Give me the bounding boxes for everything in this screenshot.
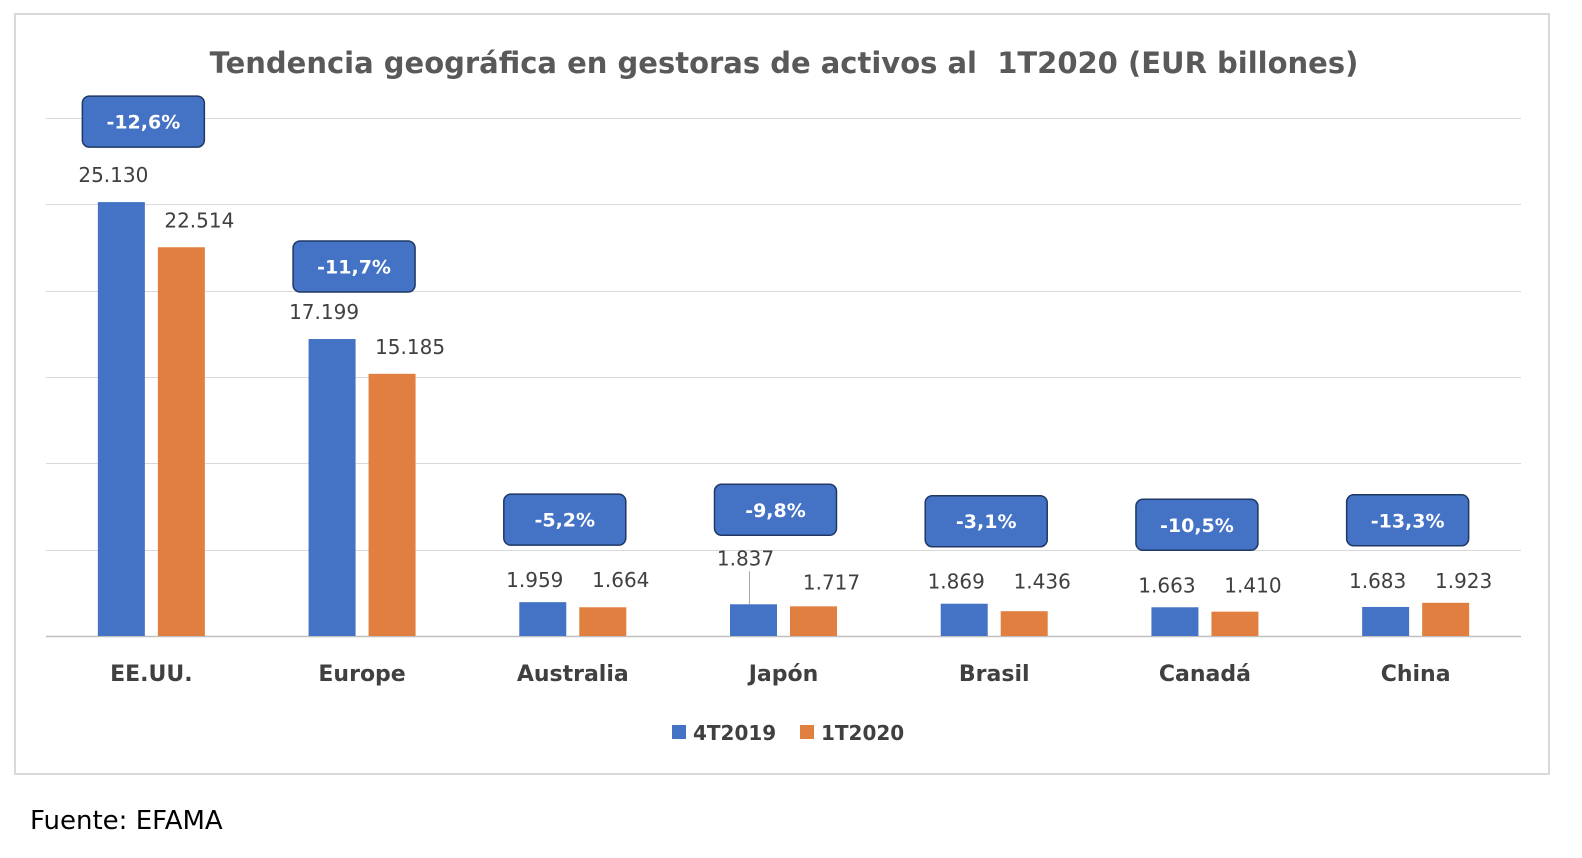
bar-1T2020-Japón: [790, 606, 837, 636]
bar-4T2019-Japón: [730, 604, 777, 636]
change-badge: [1345, 494, 1470, 547]
change-badge-label: -13,3%: [1371, 510, 1445, 532]
value-label: 1.837: [717, 546, 774, 570]
bar-4T2019-Brasil: [940, 603, 988, 636]
legend-swatch: [672, 725, 686, 739]
value-label: 1.436: [1014, 570, 1071, 594]
source-note: Fuente: EFAMA: [30, 806, 223, 836]
category-axis: EE.UU. Europe Australia Japón Brasil Canadá Ch…: [110, 662, 1450, 687]
chart-frame: Tendencia geográfica en gestoras de acti…: [14, 13, 1550, 775]
category-label: EE.UU.: [110, 662, 193, 687]
category-label: Europe: [318, 662, 405, 687]
value-label: 17.199: [289, 300, 359, 324]
change-badge: [1135, 498, 1259, 552]
bar-4T2019-Europe: [308, 339, 356, 636]
bar-chart: Tendencia geográfica en gestoras de acti…: [46, 46, 1521, 745]
category-label: Australia: [517, 662, 629, 687]
bar-4T2019-EE.UU.: [97, 202, 145, 636]
change-badge: [924, 494, 1048, 548]
change-badge: [81, 95, 206, 148]
data-labels: 25.130 22.514 17.199 15.185 1.959 1.664 1.837 1…: [78, 163, 1492, 605]
legend-swatch: [800, 725, 814, 739]
category-label: Japón: [747, 662, 819, 687]
value-label: 1.959: [506, 568, 563, 592]
change-badge-label: -12,6%: [106, 112, 180, 134]
legend-label: 1T2020: [821, 721, 904, 745]
bar-4T2019-Australia: [519, 602, 567, 636]
bar-1T2020-Brasil: [1000, 611, 1048, 636]
value-label: 1.869: [928, 570, 985, 594]
change-badge-label: -3,1%: [956, 511, 1017, 533]
chart-title: Tendencia geográfica en gestoras de acti…: [210, 46, 1359, 80]
change-badge-label: -10,5%: [1160, 515, 1234, 537]
change-badge-label: -9,8%: [745, 500, 806, 522]
value-label: 1.663: [1138, 573, 1195, 597]
category-label: Canadá: [1159, 662, 1251, 687]
bar-4T2019-China: [1362, 606, 1410, 636]
bar-1T2020-Europe: [368, 373, 416, 636]
change-badge-label: -11,7%: [317, 257, 391, 279]
bar-1T2020-EE.UU.: [157, 247, 205, 636]
bars: [97, 202, 1470, 636]
value-label: 1.683: [1349, 569, 1406, 593]
value-label: 22.514: [164, 208, 234, 232]
legend: 4T2019 1T2020: [672, 721, 904, 745]
change-badge: [503, 493, 627, 546]
change-badges: -12,6% -11,7% -5,2% -9,8% -3,1% -10,5% -13,3%: [81, 95, 1470, 552]
category-label: China: [1381, 662, 1451, 687]
gridlines: [46, 118, 1521, 638]
value-label: 15.185: [375, 335, 445, 359]
change-badge-label: -5,2%: [534, 510, 595, 532]
value-label: 1.923: [1435, 569, 1492, 593]
value-label: 1.410: [1224, 573, 1281, 597]
category-label: Brasil: [959, 662, 1030, 687]
bar-4T2019-Canadá: [1151, 607, 1199, 636]
value-label: 25.130: [78, 163, 148, 187]
change-badge: [292, 240, 416, 293]
change-badge: [713, 483, 838, 537]
bar-1T2020-Australia: [579, 607, 627, 636]
bar-1T2020-China: [1422, 602, 1470, 636]
value-label: 1.664: [592, 568, 649, 592]
value-label: 1.717: [803, 570, 860, 594]
legend-label: 4T2019: [693, 721, 776, 745]
bar-1T2020-Canadá: [1211, 611, 1259, 636]
